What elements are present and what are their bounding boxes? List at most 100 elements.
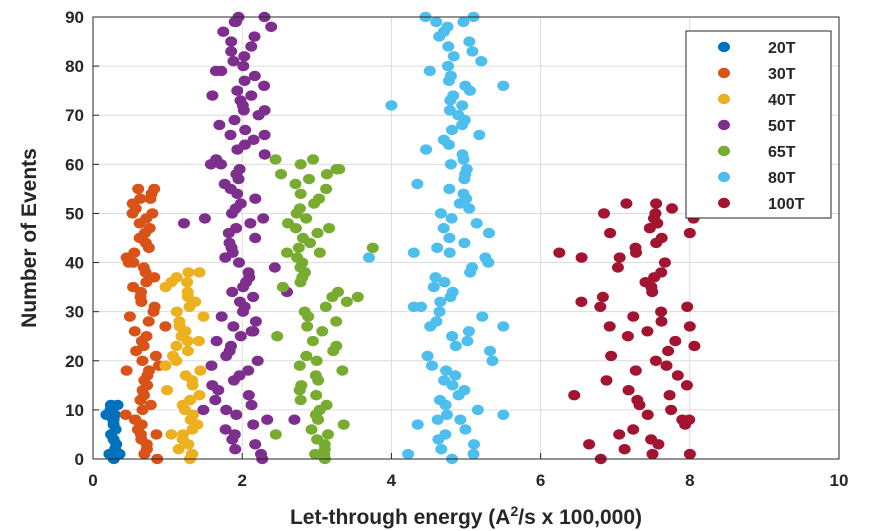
data-point-65T	[351, 291, 364, 303]
data-point-80T	[457, 16, 470, 28]
data-point-50T	[228, 114, 241, 126]
data-point-30T	[128, 326, 141, 337]
x-tick-label: 8	[685, 471, 694, 490]
data-point-100T	[604, 227, 617, 239]
y-tick-label: 20	[65, 352, 84, 371]
tick-labels: 0 2 4 6 8 10 0 10 20 30 40 50 60 70 80 90	[65, 8, 848, 490]
data-point-80T	[459, 80, 472, 92]
data-point-50T	[234, 331, 247, 342]
data-point-50T	[258, 149, 271, 160]
data-point-100T	[683, 448, 696, 460]
x-tick-label: 0	[88, 471, 97, 490]
data-point-40T	[181, 345, 194, 357]
legend-box	[685, 30, 832, 219]
data-point-50T	[209, 394, 222, 406]
data-point-80T	[447, 90, 460, 101]
data-point-65T	[293, 360, 306, 371]
data-point-80T	[443, 105, 456, 116]
data-point-80T	[426, 360, 438, 371]
x-tick-label: 10	[830, 471, 849, 490]
data-point-80T	[446, 331, 459, 342]
data-point-80T	[407, 247, 420, 258]
data-point-50T	[178, 218, 190, 229]
data-point-100T	[658, 257, 671, 268]
data-point-80T	[438, 375, 451, 386]
data-point-50T	[258, 105, 271, 116]
data-point-80T	[444, 70, 457, 82]
data-point-40T	[170, 340, 183, 352]
data-point-65T	[309, 448, 322, 460]
data-point-50T	[223, 237, 236, 249]
data-point-50T	[227, 56, 240, 67]
data-point-65T	[293, 203, 306, 214]
data-point-80T	[458, 237, 471, 249]
legend-label-40T: 40T	[768, 92, 796, 109]
data-point-65T	[336, 365, 349, 376]
data-point-100T	[641, 326, 654, 337]
y-tick-label: 50	[65, 204, 84, 223]
data-point-65T	[281, 247, 293, 258]
data-point-50T	[238, 51, 251, 62]
data-point-30T	[144, 399, 157, 411]
x-axis-label-superscript: 2	[510, 503, 518, 519]
data-point-65T	[320, 169, 333, 180]
data-point-50T	[244, 218, 257, 229]
data-point-100T	[650, 198, 663, 209]
data-point-30T	[137, 262, 150, 273]
data-point-100T	[568, 390, 581, 401]
data-point-50T	[258, 80, 271, 92]
data-point-65T	[318, 448, 331, 460]
data-point-100T	[622, 385, 635, 396]
data-point-100T	[683, 321, 696, 332]
data-point-65T	[295, 380, 308, 391]
legend-marker-100T	[718, 197, 730, 209]
data-point-65T	[340, 296, 353, 307]
data-point-80T	[442, 60, 454, 72]
data-point-80T	[449, 340, 462, 352]
data-point-30T	[136, 355, 149, 366]
data-point-50T	[233, 370, 246, 381]
data-point-50T	[226, 286, 239, 298]
data-point-50T	[249, 316, 262, 327]
data-point-50T	[249, 439, 262, 450]
data-point-65T	[303, 173, 315, 185]
data-point-50T	[233, 164, 246, 175]
data-point-80T	[440, 365, 453, 376]
data-point-80T	[429, 272, 442, 283]
data-point-20T	[111, 399, 124, 411]
data-point-65T	[319, 301, 332, 312]
data-point-50T	[210, 335, 223, 347]
legend-marker-40T	[718, 93, 730, 105]
data-point-40T	[177, 429, 190, 440]
y-tick-label: 70	[65, 106, 84, 125]
data-point-30T	[120, 365, 133, 376]
data-point-100T	[598, 208, 610, 219]
data-point-80T	[411, 419, 424, 430]
data-point-50T	[247, 291, 260, 303]
data-point-40T	[193, 390, 206, 401]
data-point-80T	[462, 326, 475, 337]
data-point-50T	[206, 380, 219, 391]
data-point-100T	[649, 208, 662, 219]
data-point-100T	[681, 301, 694, 312]
data-point-40T	[170, 306, 183, 317]
data-point-65T	[269, 429, 282, 440]
data-point-30T	[143, 223, 156, 234]
data-point-65T	[320, 183, 333, 195]
data-point-80T	[497, 80, 510, 92]
data-point-100T	[655, 232, 668, 244]
data-point-50T	[238, 75, 251, 87]
data-point-80T	[439, 429, 452, 440]
data-point-100T	[596, 291, 609, 303]
data-point-80T	[483, 227, 495, 239]
y-tick-label: 60	[65, 155, 84, 174]
y-tick-label: 90	[65, 8, 84, 27]
data-point-50T	[258, 129, 271, 141]
data-point-100T	[613, 429, 626, 440]
data-point-80T	[463, 36, 476, 47]
data-point-80T	[431, 414, 444, 425]
data-point-50T	[268, 262, 281, 273]
data-point-100T	[575, 296, 588, 307]
data-point-65T	[294, 188, 307, 199]
data-point-80T	[407, 301, 420, 312]
